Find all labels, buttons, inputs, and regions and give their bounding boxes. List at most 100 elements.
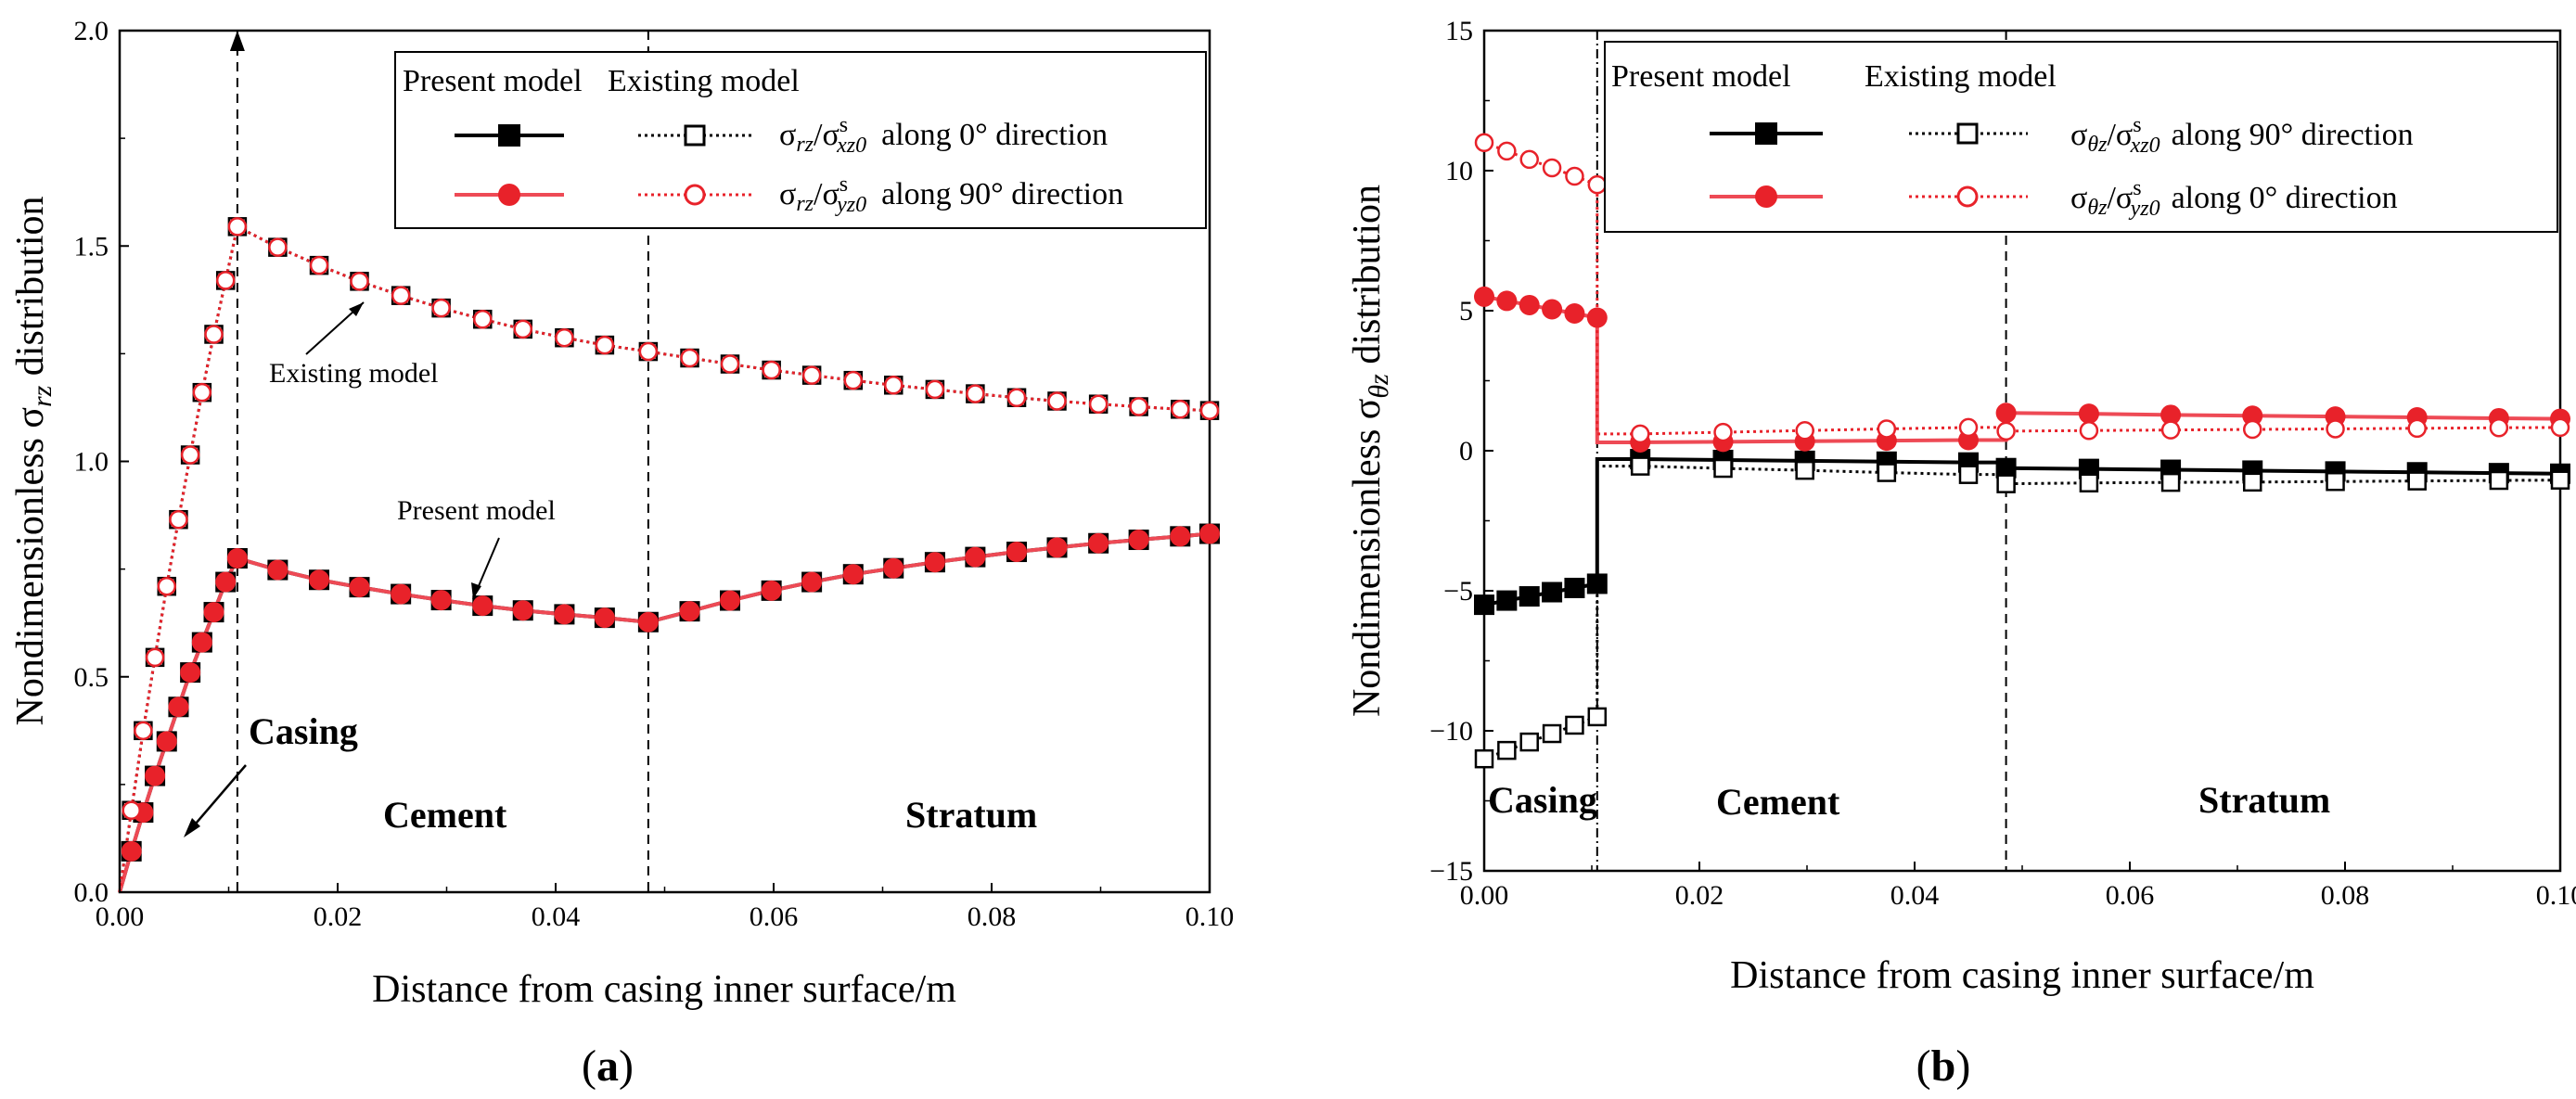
data-point-b-square-open xyxy=(2407,471,2427,491)
data-point-a-circle-filled xyxy=(226,548,248,569)
data-point-a-circle-open xyxy=(192,382,212,403)
data-point-b-square-open xyxy=(1497,740,1517,760)
data-point-b-square-open xyxy=(1630,456,1650,476)
data-point-a-circle-filled xyxy=(215,571,237,593)
x-tick-label-b: 0.06 xyxy=(2106,880,2155,911)
data-point-b-circle-open xyxy=(1795,421,1814,441)
data-point-a-circle-filled xyxy=(924,552,945,573)
data-point-a-circle-open xyxy=(431,298,451,318)
data-point-a-circle-filled xyxy=(679,601,700,622)
panel-label-a: (a) xyxy=(582,1041,634,1091)
data-point-b-circle-open xyxy=(1497,141,1517,161)
annotation-arrow-casing-a xyxy=(189,764,247,831)
data-point-b-circle-open xyxy=(2079,421,2099,441)
data-point-b-circle-open xyxy=(1996,421,2016,441)
data-point-a-circle-open xyxy=(762,360,781,380)
data-point-b-square-filled xyxy=(1474,594,1494,616)
x-tick-label-b: 0.02 xyxy=(1675,880,1724,911)
annotation-existing-model-a: Existing model xyxy=(269,358,439,389)
legend-row1-label-b: σθz/σs xz0 along 90° direction xyxy=(2070,113,2414,158)
annotation-present-model-a: Present model xyxy=(397,495,556,526)
data-point-b-square-open xyxy=(1542,723,1562,744)
data-point-b-circle-open xyxy=(2326,419,2345,439)
data-point-a-circle-filled xyxy=(1046,537,1068,558)
x-axis-label-a: Distance from casing inner surface/m xyxy=(372,968,956,1011)
data-point-b-circle-open xyxy=(2242,419,2262,440)
data-point-a-circle-open xyxy=(638,341,659,362)
legend-b: Present model Existing model σθz/σs xz0 al… xyxy=(1604,41,2558,233)
annotation-arrowhead-casing-a xyxy=(184,818,200,837)
data-point-a-circle-filled xyxy=(145,765,166,786)
data-point-a-circle-open xyxy=(180,445,200,465)
data-point-a-circle-filled xyxy=(801,571,823,593)
legend-row2-label-a: σrz/σs yz0 along 90° direction xyxy=(779,173,1123,217)
data-point-a-circle-filled xyxy=(349,577,370,598)
data-point-a-circle-filled xyxy=(391,583,412,605)
x-tick-label-a: 0.02 xyxy=(314,901,363,932)
y-tick-label-b: 0 xyxy=(1459,436,1473,466)
x-tick-label-a: 0.04 xyxy=(532,901,581,932)
y-tick-label-a: 1.5 xyxy=(74,231,109,262)
legend-marker-circle-filled-a xyxy=(498,184,520,206)
legend-box-a xyxy=(394,51,1207,229)
y-tick-label-b: 15 xyxy=(1445,16,1473,46)
data-point-a-circle-open xyxy=(513,319,532,339)
data-point-b-circle-open xyxy=(1630,424,1650,444)
data-point-a-circle-open xyxy=(169,509,188,530)
x-tick-label-b: 0.08 xyxy=(2321,880,2370,911)
data-point-b-square-open xyxy=(1958,465,1979,484)
legend-marker-square-open-b xyxy=(1956,122,1979,145)
data-point-a-circle-open xyxy=(350,272,369,291)
series-line-a-3 xyxy=(118,224,1211,893)
data-point-a-circle-open xyxy=(1129,397,1148,416)
data-point-a-circle-filled xyxy=(761,580,782,601)
series-group-b xyxy=(1474,133,2570,769)
panel-label-b: (b) xyxy=(1916,1041,1971,1091)
legend-row1-label-a: σrz/σs xz0 along 0° direction xyxy=(779,113,1108,158)
data-point-b-circle-filled xyxy=(1586,307,1608,328)
data-point-a-circle-filled xyxy=(842,564,864,585)
data-point-a-circle-open xyxy=(134,721,153,741)
data-point-b-circle-open xyxy=(1877,419,1897,439)
data-point-b-square-open xyxy=(1795,460,1814,480)
region-label-casing-a: Casing xyxy=(249,710,358,752)
y-tick-label-a: 1.0 xyxy=(74,447,109,478)
data-point-a-circle-filled xyxy=(191,632,212,653)
data-point-a-circle-open xyxy=(145,647,165,668)
x-tick-label-b: 0.00 xyxy=(1460,880,1509,911)
data-point-b-circle-filled xyxy=(1496,290,1518,312)
data-point-b-circle-open xyxy=(1587,174,1608,195)
chart-panel-b: 0.00 0.02 0.04 0.06 0.08 0.10 −15 −10 −5 0 5 10 15 N… xyxy=(1346,16,2576,1091)
data-point-b-circle-filled xyxy=(1542,299,1563,320)
data-point-b-square-filled xyxy=(1995,457,2017,479)
data-point-a-circle-open xyxy=(1047,391,1067,411)
series-group-a xyxy=(118,217,1220,893)
vlines-b xyxy=(1596,31,2007,871)
data-point-b-circle-filled xyxy=(1474,286,1494,307)
data-point-b-square-open xyxy=(1565,715,1584,735)
data-point-a-circle-filled xyxy=(1006,542,1028,563)
data-point-b-square-open xyxy=(2242,472,2262,492)
series-line-b-2 xyxy=(1483,465,2561,760)
data-point-b-square-filled xyxy=(1564,577,1585,598)
data-point-b-square-open xyxy=(2550,470,2570,490)
x-tick-label-a: 0.08 xyxy=(968,901,1017,932)
data-point-a-circle-open xyxy=(473,309,493,329)
legend-marker-square-filled-b xyxy=(1755,122,1777,145)
data-point-b-square-open xyxy=(1713,458,1733,479)
data-point-b-square-open xyxy=(1587,707,1608,727)
data-point-a-circle-open xyxy=(966,384,985,403)
legend-row2-label-b: σθz/σs yz0 along 0° direction xyxy=(2070,176,2398,221)
x-tick-label-b: 0.04 xyxy=(1890,880,1940,911)
data-point-a-circle-open xyxy=(720,354,740,374)
region-label-cement-a: Cement xyxy=(383,794,507,836)
data-point-b-circle-open xyxy=(1565,166,1584,186)
data-point-b-circle-filled xyxy=(1519,294,1540,315)
data-point-a-circle-filled xyxy=(1128,530,1149,551)
data-point-a-circle-open xyxy=(595,335,615,355)
y-axis-label-b: Nondimensionless σθz distribution xyxy=(1346,185,1394,717)
data-point-b-square-open xyxy=(2160,472,2181,492)
data-point-a-circle-open xyxy=(122,800,141,820)
data-point-a-circle-filled xyxy=(121,840,142,862)
